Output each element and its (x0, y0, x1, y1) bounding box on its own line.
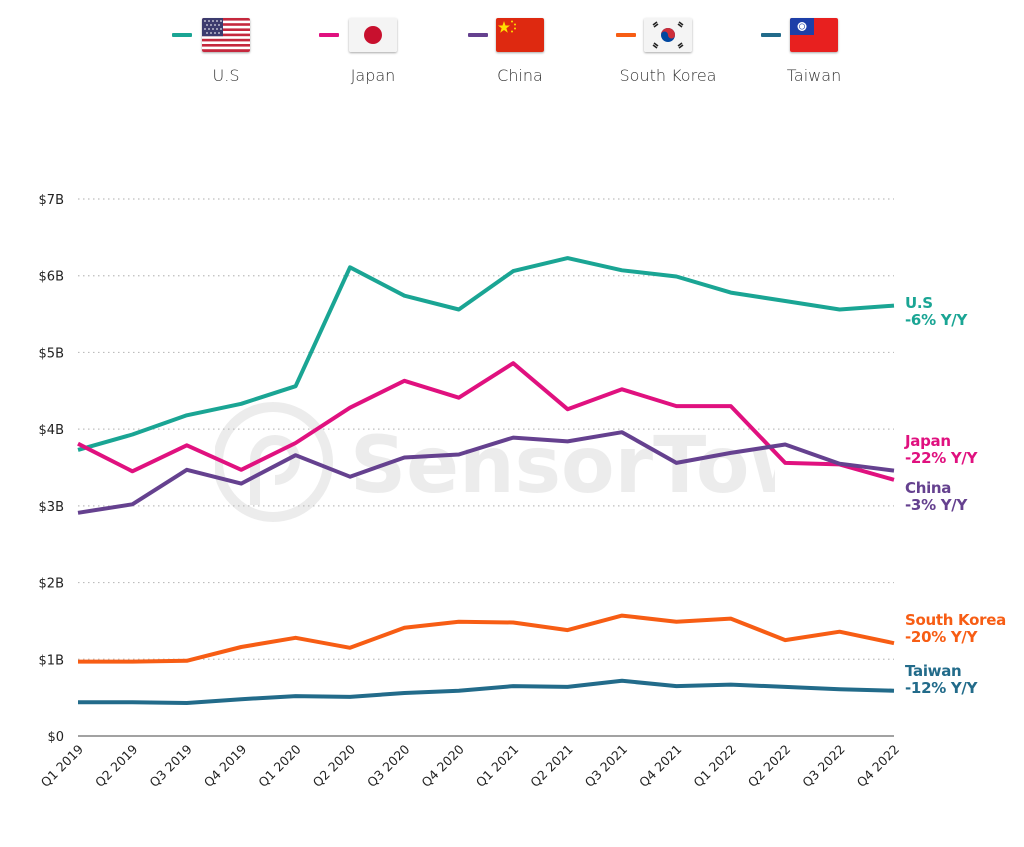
x-axis-ticks: Q1 2019 Q2 2019 Q3 2019 Q4 2019 Q1 2020 Q2 20… (38, 741, 902, 790)
end-label-change: -22% Y/Y (905, 450, 977, 467)
x-tick-label: Q2 2019 (92, 741, 141, 790)
x-tick-label: Q3 2020 (364, 741, 413, 790)
end-label-name: Japan (905, 433, 977, 450)
x-tick-label: Q3 2019 (146, 741, 195, 790)
end-label-china: China -3% Y/Y (905, 480, 967, 514)
x-tick-label: Q4 2022 (854, 742, 902, 790)
y-tick-label: $7B (39, 193, 64, 208)
end-label-south-korea: South Korea -20% Y/Y (905, 612, 1006, 646)
x-tick-label: Q4 2019 (201, 741, 250, 790)
x-tick-label: Q1 2020 (255, 741, 304, 790)
x-tick-label: Q1 2022 (690, 742, 738, 790)
y-tick-label: $5B (39, 346, 64, 361)
y-tick-label: $6B (39, 270, 64, 285)
end-label-change: -6% Y/Y (905, 312, 967, 329)
y-tick-label: $3B (39, 500, 64, 515)
y-tick-label: $0 (47, 730, 64, 745)
end-label-change: -3% Y/Y (905, 497, 967, 514)
y-tick-label: $4B (39, 423, 64, 438)
x-tick-label: Q3 2021 (582, 742, 630, 790)
x-tick-label: Q2 2020 (310, 741, 359, 790)
end-label-u-s: U.S -6% Y/Y (905, 295, 967, 329)
end-label-change: -20% Y/Y (905, 629, 1006, 646)
series-line-u-s (78, 258, 894, 450)
x-tick-label: Q4 2021 (636, 742, 684, 790)
series-line-taiwan (78, 681, 894, 703)
y-tick-label: $2B (39, 577, 64, 592)
x-tick-label: Q1 2019 (38, 741, 87, 790)
end-label-name: China (905, 480, 967, 497)
x-tick-label: Q3 2022 (799, 742, 847, 790)
x-tick-label: Q1 2021 (473, 742, 521, 790)
x-tick-label: Q2 2021 (527, 742, 575, 790)
y-axis-ticks: $0 $1B $2B $3B $4B $5B $6B $7B (39, 193, 64, 745)
end-label-name: U.S (905, 295, 967, 312)
series-lines (78, 258, 894, 703)
end-label-japan: Japan -22% Y/Y (905, 433, 977, 467)
end-label-taiwan: Taiwan -12% Y/Y (905, 663, 977, 697)
end-label-name: Taiwan (905, 663, 977, 680)
x-tick-label: Q2 2022 (745, 742, 793, 790)
x-tick-label: Q4 2020 (418, 741, 467, 790)
end-label-change: -12% Y/Y (905, 680, 977, 697)
y-tick-label: $1B (39, 653, 64, 668)
end-label-name: South Korea (905, 612, 1006, 629)
series-line-japan (78, 363, 894, 480)
series-line-south-korea (78, 616, 894, 662)
series-line-china (78, 432, 894, 513)
